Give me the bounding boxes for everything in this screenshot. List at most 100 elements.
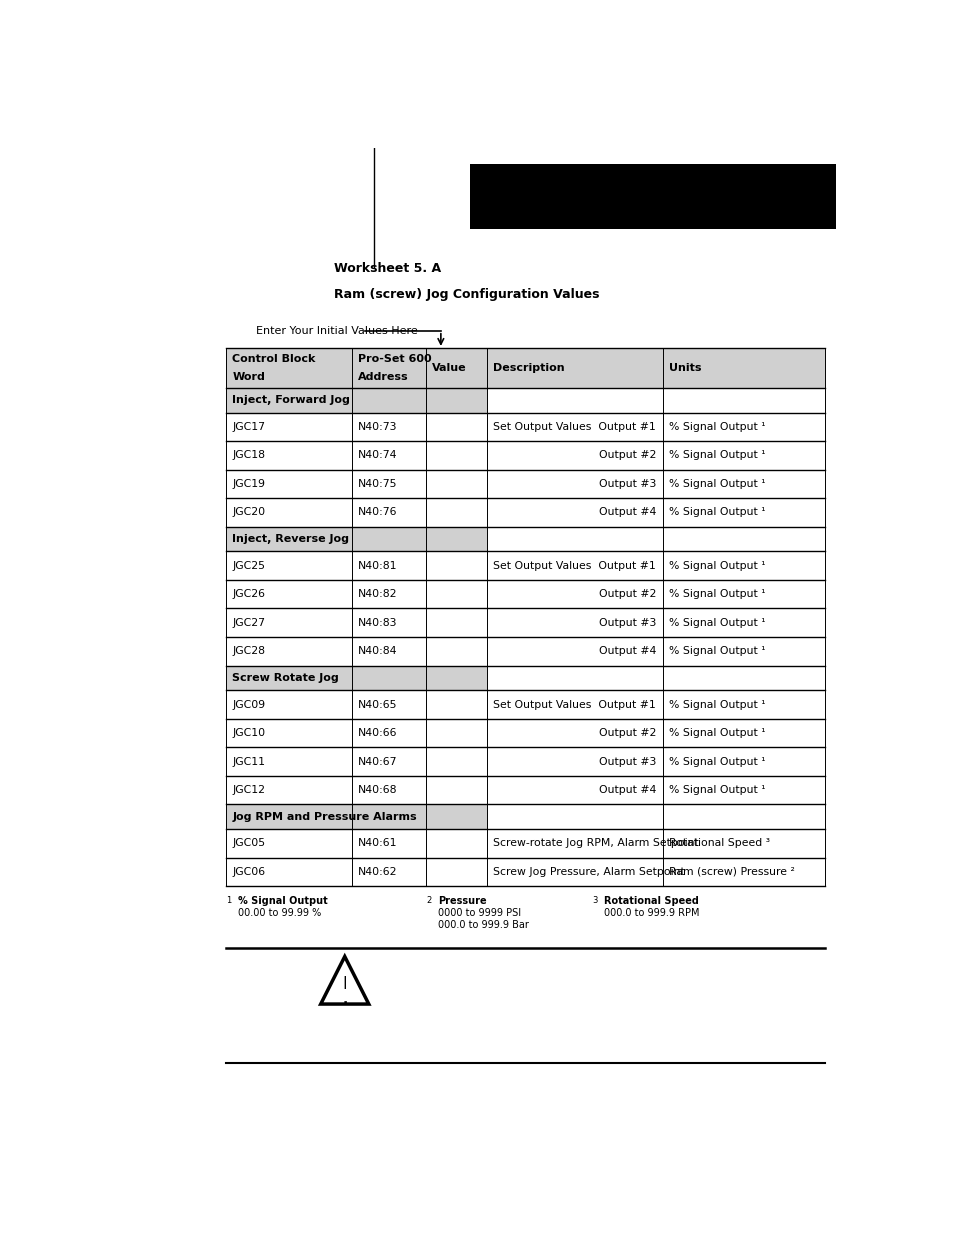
Text: JGC10: JGC10	[233, 729, 265, 739]
Text: 0000 to 9999 PSI: 0000 to 9999 PSI	[437, 908, 520, 918]
Text: Output #2: Output #2	[598, 451, 656, 461]
Text: Ram (screw) Pressure ²: Ram (screw) Pressure ²	[668, 867, 794, 877]
Text: JGC05: JGC05	[233, 839, 265, 848]
Bar	[487, 666, 824, 690]
Bar	[226, 348, 824, 388]
Bar	[226, 469, 824, 498]
Text: Set Output Values  Output #1: Set Output Values Output #1	[493, 699, 656, 709]
Text: Output #2: Output #2	[598, 729, 656, 739]
Text: Output #3: Output #3	[598, 757, 656, 767]
Bar	[226, 666, 487, 690]
Text: N40:74: N40:74	[357, 451, 397, 461]
Text: N40:73: N40:73	[357, 422, 397, 432]
Text: JGC19: JGC19	[233, 479, 265, 489]
Text: Output #3: Output #3	[598, 618, 656, 627]
Text: Jog RPM and Pressure Alarms: Jog RPM and Pressure Alarms	[233, 811, 416, 821]
Bar	[226, 776, 824, 804]
Text: N40:67: N40:67	[357, 757, 397, 767]
Text: JGC20: JGC20	[233, 508, 265, 517]
Bar	[226, 829, 824, 857]
Text: Pro-Set 600: Pro-Set 600	[357, 354, 432, 364]
Bar	[226, 388, 487, 412]
Text: % Signal Output ¹: % Signal Output ¹	[668, 479, 764, 489]
Text: Word: Word	[233, 372, 265, 382]
Text: Chapter 5: Chapter 5	[478, 182, 563, 196]
Text: N40:65: N40:65	[357, 699, 397, 709]
Text: % Signal Output ¹: % Signal Output ¹	[668, 785, 764, 795]
Text: % Signal Output ¹: % Signal Output ¹	[668, 729, 764, 739]
Text: N40:75: N40:75	[357, 479, 397, 489]
Text: |: |	[342, 976, 347, 989]
Text: 3: 3	[592, 895, 598, 905]
Text: % Signal Output ¹: % Signal Output ¹	[668, 422, 764, 432]
Text: N40:68: N40:68	[357, 785, 397, 795]
Text: Description: Description	[493, 363, 564, 373]
Text: N40:61: N40:61	[357, 839, 397, 848]
Bar	[470, 164, 836, 228]
Text: JGC26: JGC26	[233, 589, 265, 599]
Text: % Signal Output ¹: % Signal Output ¹	[668, 561, 764, 571]
Text: Ram (screw) Jog Configuration Values: Ram (screw) Jog Configuration Values	[334, 288, 598, 301]
Bar	[226, 637, 824, 666]
Text: Address: Address	[357, 372, 408, 382]
Text: Output #4: Output #4	[598, 785, 656, 795]
Text: 000.0 to 999.9 RPM: 000.0 to 999.9 RPM	[603, 908, 700, 918]
Bar	[487, 804, 824, 829]
Text: N40:83: N40:83	[357, 618, 397, 627]
Text: JGC18: JGC18	[233, 451, 265, 461]
Text: JGC12: JGC12	[233, 785, 265, 795]
Bar	[226, 441, 824, 469]
Text: Output #2: Output #2	[598, 589, 656, 599]
Text: 2: 2	[426, 895, 431, 905]
Text: Output #4: Output #4	[598, 646, 656, 656]
Text: % Signal Output ¹: % Signal Output ¹	[668, 508, 764, 517]
Text: N40:81: N40:81	[357, 561, 397, 571]
Text: N40:66: N40:66	[357, 729, 397, 739]
Bar	[487, 526, 824, 551]
Text: N40:62: N40:62	[357, 867, 397, 877]
Text: Output #3: Output #3	[598, 479, 656, 489]
Text: % Signal Output ¹: % Signal Output ¹	[668, 589, 764, 599]
Text: Set Output Values  Output #1: Set Output Values Output #1	[493, 561, 656, 571]
Text: Inject, Forward Jog: Inject, Forward Jog	[233, 395, 350, 405]
Text: % Signal Output ¹: % Signal Output ¹	[668, 699, 764, 709]
Text: JGC06: JGC06	[233, 867, 265, 877]
Bar	[226, 857, 824, 887]
Text: .: .	[342, 993, 347, 1008]
Text: Jog Your Machine: Jog Your Machine	[478, 204, 626, 220]
Bar	[226, 609, 824, 637]
Bar	[226, 747, 824, 776]
Bar	[226, 580, 824, 609]
Polygon shape	[320, 957, 369, 1004]
Bar	[226, 526, 487, 551]
Bar	[226, 690, 824, 719]
Text: % Signal Output ¹: % Signal Output ¹	[668, 757, 764, 767]
Bar	[226, 719, 824, 747]
Text: % Signal Output: % Signal Output	[238, 895, 328, 905]
Text: JGC28: JGC28	[233, 646, 265, 656]
Text: Rotational Speed ³: Rotational Speed ³	[668, 839, 769, 848]
Text: Screw Rotate Jog: Screw Rotate Jog	[233, 673, 338, 683]
Text: % Signal Output ¹: % Signal Output ¹	[668, 618, 764, 627]
Text: JGC25: JGC25	[233, 561, 265, 571]
Text: JGC17: JGC17	[233, 422, 265, 432]
Text: Output #4: Output #4	[598, 508, 656, 517]
Text: Screw-rotate Jog RPM, Alarm Setpoint: Screw-rotate Jog RPM, Alarm Setpoint	[493, 839, 699, 848]
Text: Units: Units	[668, 363, 700, 373]
Text: JGC09: JGC09	[233, 699, 265, 709]
Bar	[487, 388, 824, 412]
Text: Enter Your Initial Values Here: Enter Your Initial Values Here	[255, 326, 417, 336]
Text: Value: Value	[432, 363, 466, 373]
Text: 00.00 to 99.99 %: 00.00 to 99.99 %	[238, 908, 321, 918]
Bar	[226, 551, 824, 580]
Text: JGC27: JGC27	[233, 618, 265, 627]
Text: N40:84: N40:84	[357, 646, 397, 656]
Text: N40:82: N40:82	[357, 589, 397, 599]
Text: Worksheet 5. A: Worksheet 5. A	[334, 262, 440, 274]
Text: 1: 1	[226, 895, 232, 905]
Text: Set Output Values  Output #1: Set Output Values Output #1	[493, 422, 656, 432]
Text: % Signal Output ¹: % Signal Output ¹	[668, 646, 764, 656]
Bar	[226, 804, 487, 829]
Text: Control Block: Control Block	[233, 354, 315, 364]
Text: Pressure: Pressure	[437, 895, 486, 905]
